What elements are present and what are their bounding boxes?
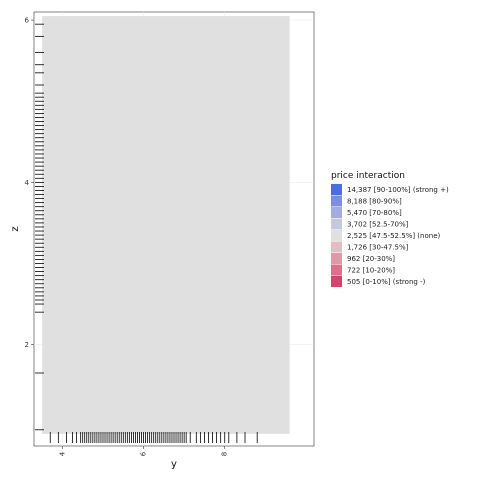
- legend-label: 8,188 [80-90%]: [347, 198, 402, 206]
- heatmap-tile: [42, 16, 290, 434]
- x-tick-label: 8: [221, 452, 229, 456]
- legend-swatch: [331, 276, 342, 287]
- legend-label: 5,470 [70-80%]: [347, 209, 402, 217]
- legend-label: 1,726 [30-47.5%]: [347, 244, 409, 252]
- y-axis-ticks: 2 4 6: [25, 17, 34, 349]
- legend-swatch: [331, 195, 342, 207]
- y-rug: [35, 23, 44, 431]
- legend-label: 962 [20-30%]: [347, 255, 395, 263]
- x-axis-ticks: 4 6 8: [58, 446, 229, 456]
- legend-items: 14,387 [90-100%] (strong +) 8,188 [80-90%…: [331, 184, 449, 287]
- legend-swatch: [331, 253, 342, 264]
- legend-label: 3,702 [52.5-70%]: [347, 221, 409, 229]
- legend-swatch: [331, 230, 342, 241]
- legend-swatch: [331, 207, 342, 218]
- x-tick-label: 6: [140, 451, 148, 456]
- legend: price interaction 14,387 [90-100%] (stro…: [331, 171, 449, 287]
- x-rug: [49, 432, 258, 443]
- legend-swatch: [331, 264, 342, 276]
- x-tick-label: 4: [58, 451, 66, 456]
- y-axis-title: z: [10, 226, 21, 231]
- legend-swatch: [331, 218, 342, 230]
- legend-label: 2,525 [47.5-52.5%] (none): [347, 232, 440, 240]
- legend-label: 505 [0-10%] (strong -): [347, 278, 426, 286]
- legend-label: 14,387 [90-100%] (strong +): [347, 186, 449, 194]
- legend-swatch: [331, 184, 342, 195]
- y-tick-label: 6: [25, 17, 30, 25]
- legend-label: 722 [10-20%]: [347, 267, 395, 275]
- y-tick-label: 4: [25, 179, 30, 187]
- y-tick-label: 2: [25, 341, 29, 349]
- x-axis-title: y: [171, 459, 177, 470]
- legend-swatch: [331, 241, 342, 253]
- legend-title: price interaction: [331, 171, 405, 181]
